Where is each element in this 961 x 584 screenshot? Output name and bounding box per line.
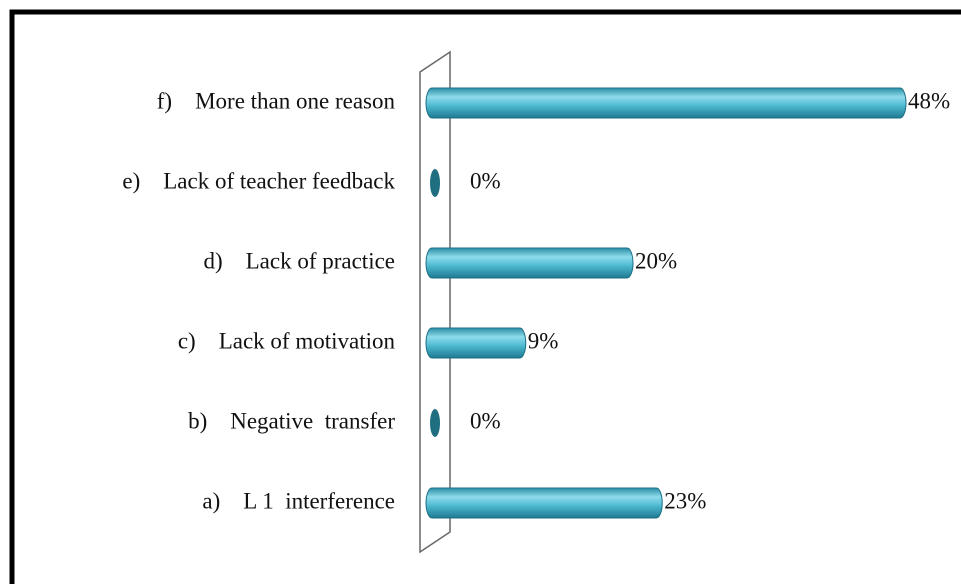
- frame: [9, 9, 961, 584]
- value-label: 0%: [470, 168, 501, 193]
- value-label: 23%: [664, 488, 706, 513]
- value-label: 20%: [635, 248, 677, 273]
- bar-body: [425, 247, 634, 279]
- category-label: f) More than one reason: [157, 88, 396, 113]
- bar: [425, 327, 527, 359]
- bar-end: [430, 409, 440, 437]
- value-label: 9%: [528, 328, 559, 353]
- category-label: a) L 1 interference: [202, 488, 395, 513]
- value-label: 0%: [470, 408, 501, 433]
- axis-wall: [419, 50, 451, 554]
- bar-body: [425, 487, 663, 519]
- category-label: e) Lack of teacher feedback: [122, 168, 395, 193]
- bar-body: [425, 87, 907, 119]
- bar: [425, 247, 634, 279]
- value-label: 48%: [908, 88, 950, 113]
- bar-end: [430, 169, 440, 197]
- bar: [430, 409, 440, 437]
- bar: [425, 487, 663, 519]
- bar: [425, 87, 907, 119]
- category-label: b) Negative transfer: [188, 408, 395, 433]
- bar: [430, 169, 440, 197]
- category-label: d) Lack of practice: [203, 248, 395, 273]
- bar-body: [425, 327, 527, 359]
- category-label: c) Lack of motivation: [178, 328, 396, 353]
